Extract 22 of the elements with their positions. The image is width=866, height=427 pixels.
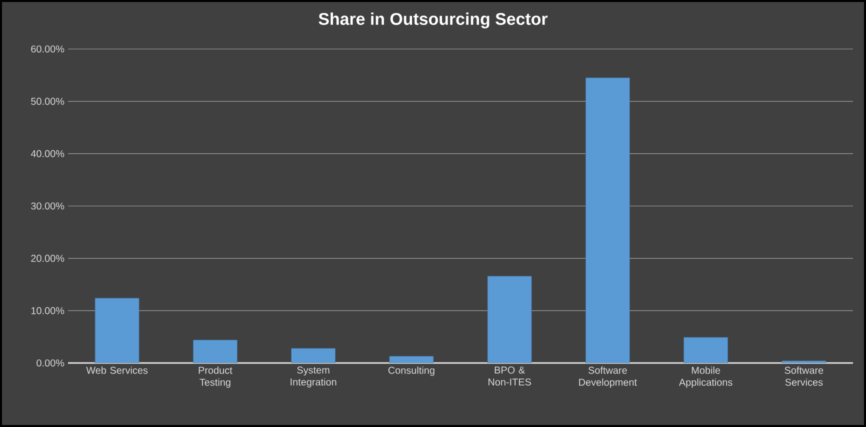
y-tick-label: 10.00%	[31, 307, 64, 314]
x-tick-label: Web Services	[86, 366, 148, 374]
y-tick-label: 60.00%	[31, 45, 64, 53]
chart-title: Share in Outsourcing Sector	[318, 12, 548, 28]
x-tick-label: Software Services	[784, 366, 824, 386]
bar	[291, 348, 336, 363]
y-tick-label: 50.00%	[31, 98, 64, 105]
bar	[487, 276, 532, 363]
x-tick-label: Software Development	[579, 366, 637, 388]
bar	[192, 340, 238, 363]
x-tick-label: Product Testing	[198, 366, 232, 388]
x-tick-label: Consulting	[388, 366, 434, 376]
x-tick-label: Mobile Applications	[678, 366, 732, 388]
y-tick-label: 0.00%	[36, 359, 64, 367]
x-tick-label: BPO & Non-ITES	[488, 366, 531, 386]
bar	[94, 298, 140, 363]
y-tick-label: 20.00%	[31, 254, 64, 262]
y-tick-label: 40.00%	[30, 150, 64, 158]
bar	[585, 78, 630, 363]
x-tick-label: System Integration	[290, 366, 336, 388]
y-tick-label: 30.00%	[31, 202, 64, 210]
bar	[684, 337, 728, 363]
